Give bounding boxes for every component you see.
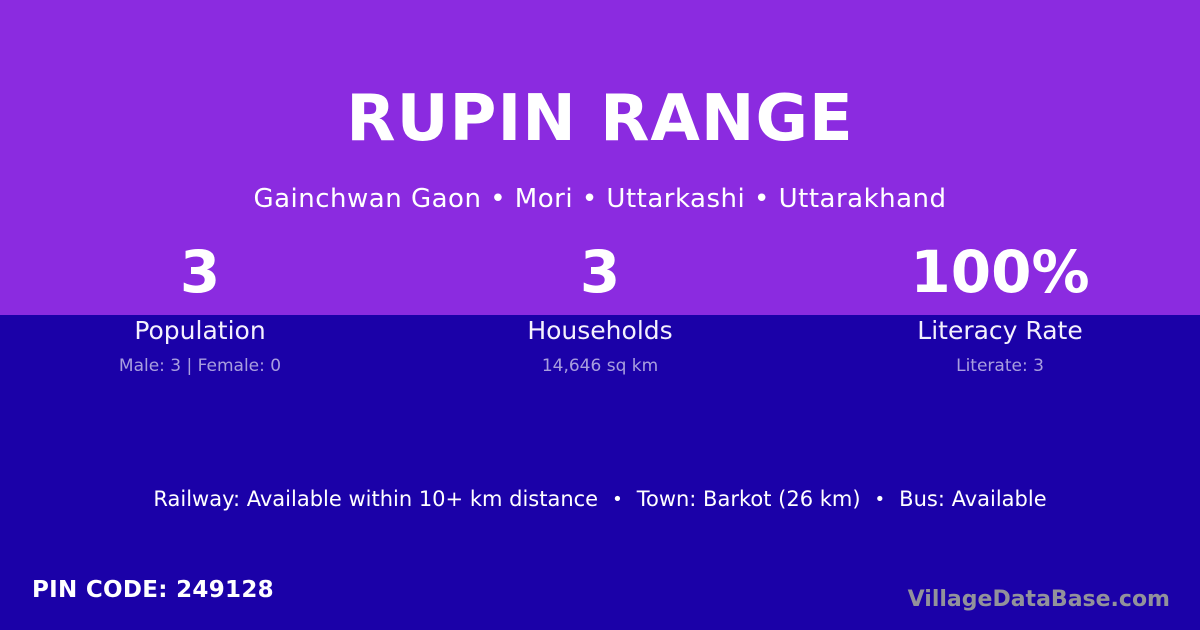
literacy-rate-label: Literacy Rate — [917, 316, 1083, 345]
transport-info-line: Railway: Available within 10+ km distanc… — [0, 487, 1200, 511]
stat-households: 3 Households 14,646 sq km — [400, 243, 800, 376]
village-breadcrumb: Gainchwan Gaon • Mori • Uttarkashi • Utt… — [253, 184, 947, 214]
town-info: Town: Barkot (26 km) — [636, 487, 861, 511]
pin-code: PIN CODE: 249128 — [32, 577, 274, 603]
stat-literacy-rate: 100% Literacy Rate Literate: 3 — [800, 243, 1200, 376]
bullet-separator: • — [874, 489, 886, 510]
households-label: Households — [527, 316, 673, 345]
watermark-brand: VillageDataBase.com — [907, 587, 1170, 612]
literacy-rate-value: 100% — [910, 238, 1090, 306]
population-label: Population — [134, 316, 266, 345]
stat-population: 3 Population Male: 3 | Female: 0 — [0, 243, 400, 376]
bus-info: Bus: Available — [899, 487, 1047, 511]
stats-row: 3 Population Male: 3 | Female: 0 3 House… — [0, 243, 1200, 376]
literacy-rate-detail: Literate: 3 — [956, 355, 1044, 376]
bullet-separator: • — [612, 489, 623, 510]
households-detail: 14,646 sq km — [541, 355, 659, 376]
railway-info: Railway: Available within 10+ km distanc… — [153, 487, 599, 511]
population-detail: Male: 3 | Female: 0 — [118, 355, 282, 376]
village-title: RUPIN RANGE — [346, 82, 854, 156]
population-value: 3 — [179, 238, 221, 306]
households-value: 3 — [579, 238, 621, 306]
